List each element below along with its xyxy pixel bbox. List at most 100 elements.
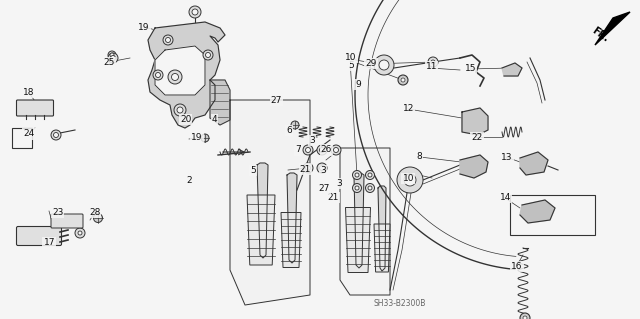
Circle shape [177,107,183,113]
Circle shape [108,53,118,63]
FancyBboxPatch shape [17,100,54,116]
Polygon shape [346,207,371,272]
Circle shape [189,6,201,18]
Text: FR.: FR. [590,26,611,44]
Polygon shape [340,148,390,295]
Text: 21: 21 [327,193,339,202]
Circle shape [333,147,339,152]
Circle shape [374,55,394,75]
Text: 18: 18 [23,88,35,97]
Polygon shape [230,100,310,305]
Circle shape [317,163,327,173]
Circle shape [355,173,359,177]
Circle shape [520,313,530,319]
Circle shape [365,183,374,192]
Circle shape [156,72,161,78]
Polygon shape [148,22,225,128]
Circle shape [353,183,362,192]
Circle shape [303,145,313,155]
Polygon shape [460,155,488,178]
Polygon shape [247,195,275,265]
Circle shape [319,166,324,170]
Text: 5: 5 [348,61,353,70]
Text: 8: 8 [417,152,422,161]
Text: 17: 17 [44,238,55,247]
Polygon shape [502,63,522,76]
Text: 24: 24 [23,130,35,138]
Circle shape [54,132,58,137]
Circle shape [523,316,527,319]
Text: 5: 5 [250,166,255,175]
Circle shape [75,228,85,238]
Circle shape [303,163,313,173]
Text: 25: 25 [103,58,115,67]
Text: 9: 9 [356,80,361,89]
Text: 2: 2 [186,176,191,185]
Circle shape [379,60,389,70]
Text: 20: 20 [180,115,191,124]
Circle shape [365,170,374,180]
Text: 3: 3 [337,179,342,188]
Circle shape [78,231,82,235]
Circle shape [203,50,213,60]
Polygon shape [462,108,488,135]
Circle shape [355,186,359,190]
Polygon shape [210,80,230,125]
Circle shape [172,73,179,80]
Bar [510,195,595,235]
Circle shape [331,145,341,155]
Circle shape [305,166,310,170]
Text: 7: 7 [295,145,300,154]
Circle shape [404,174,416,186]
Circle shape [291,121,299,129]
Text: 3: 3 [309,136,314,145]
Circle shape [201,134,209,142]
Polygon shape [155,46,205,95]
Polygon shape [374,224,390,272]
FancyBboxPatch shape [51,214,83,228]
Text: 27: 27 [271,96,282,105]
Polygon shape [257,163,268,258]
Text: 10: 10 [403,174,414,183]
Circle shape [51,130,61,140]
Circle shape [153,70,163,80]
Text: 3: 3 [321,166,326,175]
Circle shape [166,38,170,42]
Circle shape [317,145,327,155]
Circle shape [368,186,372,190]
Text: 28: 28 [89,208,100,217]
Text: 19: 19 [191,133,203,142]
Circle shape [428,57,438,67]
Circle shape [398,75,408,85]
Text: 12: 12 [403,104,414,113]
Circle shape [168,70,182,84]
Text: 1: 1 [348,55,353,63]
Circle shape [110,53,114,57]
Text: 11: 11 [426,63,437,71]
Text: 27: 27 [319,184,330,193]
Circle shape [163,35,173,45]
Text: SH33-B2300B: SH33-B2300B [374,299,426,308]
Circle shape [353,170,362,180]
Polygon shape [520,200,555,223]
Text: 15: 15 [465,64,476,73]
FancyBboxPatch shape [17,226,61,246]
Polygon shape [378,186,386,271]
Polygon shape [520,152,548,175]
Text: 22: 22 [471,133,483,142]
Polygon shape [354,173,364,268]
Circle shape [368,173,372,177]
Circle shape [319,147,324,152]
Text: 16: 16 [511,262,523,271]
Circle shape [305,147,310,152]
Polygon shape [595,12,630,45]
Circle shape [174,104,186,116]
Bar [12,128,32,148]
Text: 6: 6 [287,126,292,135]
Circle shape [108,51,116,59]
Text: 14: 14 [500,193,511,202]
Text: 4: 4 [212,115,217,124]
Text: 19: 19 [138,23,150,32]
Text: 23: 23 [52,208,63,217]
Circle shape [397,167,423,193]
